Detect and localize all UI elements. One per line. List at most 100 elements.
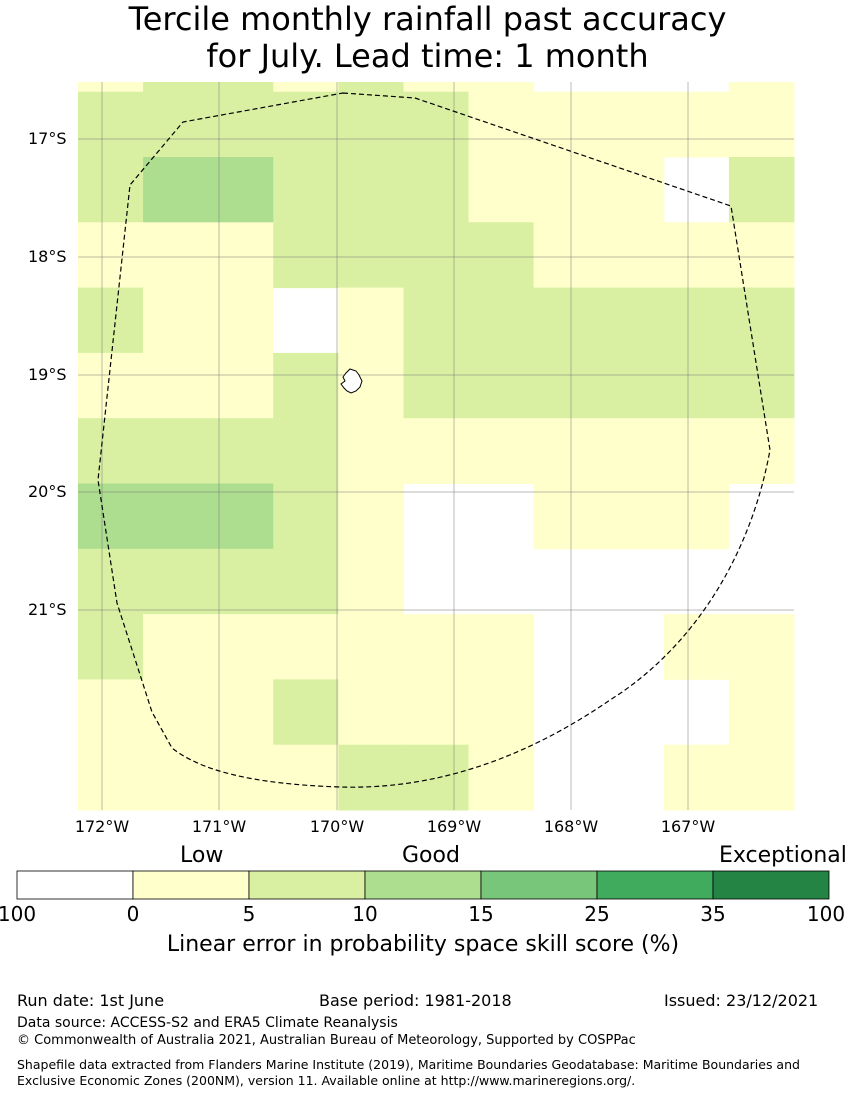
grid-cell [208, 287, 274, 354]
grid-cell [403, 287, 470, 354]
grid-cell [338, 483, 404, 550]
grid-cell [338, 82, 404, 93]
lon-label-169w: 169°W [426, 817, 482, 836]
grid-cell [468, 614, 535, 680]
grid-cell [468, 352, 535, 419]
grid-cell [728, 82, 795, 93]
grid-cell [273, 548, 339, 615]
grid-cell [143, 679, 209, 746]
grid-cell [468, 222, 535, 289]
shapefile-credit: Shapefile data extracted from Flanders M… [17, 1057, 800, 1088]
grid-cell [468, 287, 535, 354]
grid-cell [468, 679, 535, 746]
chart-title-line-1: Tercile monthly rainfall past accuracy [128, 0, 727, 38]
grid-cell [403, 82, 470, 93]
grid-cell [273, 744, 339, 811]
grid-cell [78, 222, 144, 289]
grid-cell [143, 82, 209, 93]
colorbar-tick: 100 [0, 902, 37, 926]
grid-cell [143, 287, 209, 354]
grid-cell [338, 744, 404, 811]
grid-cell [598, 483, 665, 550]
grid-cell [663, 744, 730, 811]
grid-cell [208, 679, 274, 746]
grid-cell [338, 548, 404, 615]
colorbar-tick: 0 [126, 902, 140, 926]
grid-cell [208, 744, 274, 811]
colorbar-swatch [596, 870, 714, 900]
grid-cell [533, 352, 600, 419]
grid-cell [533, 483, 600, 550]
colorbar-swatch [364, 870, 482, 900]
grid-cell [338, 679, 404, 746]
grid-cell [728, 352, 795, 419]
grid-cell [78, 483, 144, 550]
copyright: © Commonwealth of Australia 2021, Austra… [17, 1033, 636, 1048]
colorbar-tick: 35 [700, 902, 726, 926]
grid-cell [78, 548, 144, 615]
grid-cell [598, 287, 665, 354]
grid-cell [273, 679, 339, 746]
grid-cell [143, 352, 209, 419]
grid-cell [533, 222, 600, 289]
lon-label-167w: 167°W [660, 817, 716, 836]
grid-cell [468, 418, 535, 484]
grid-cell [468, 82, 535, 93]
grid-cell [143, 483, 209, 550]
grid-cell [663, 91, 730, 158]
grid-cell [403, 418, 470, 484]
grid-cell [208, 82, 274, 93]
grid-cell [598, 418, 665, 484]
grid-cell [78, 91, 144, 158]
lat-label-20s: 20°S [28, 482, 67, 501]
grid-cell [728, 157, 795, 223]
grid-cell [728, 222, 795, 289]
grid-cell [208, 352, 274, 419]
issued-date: Issued: 23/12/2021 [664, 991, 819, 1010]
skill-grid [78, 82, 795, 811]
grid-cell [78, 614, 144, 680]
data-source: Data source: ACCESS-S2 and ERA5 Climate … [17, 1015, 398, 1031]
grid-cell [338, 222, 404, 289]
chart-title-line-2: for July. Lead time: 1 month [206, 37, 649, 75]
grid-cell [208, 157, 274, 223]
grid-cell [533, 418, 600, 484]
grid-cell [143, 418, 209, 484]
grid-cell [273, 82, 339, 93]
grid-cell [143, 548, 209, 615]
grid-cell [143, 91, 209, 158]
grid-cell [403, 157, 470, 223]
grid-cell [338, 287, 404, 354]
grid-cell [273, 418, 339, 484]
grid-cell [78, 157, 144, 223]
grid-cell [728, 418, 795, 484]
grid-cell [403, 679, 470, 746]
colorbar-tick: 5 [242, 902, 256, 926]
colorbar-swatch [132, 870, 250, 900]
grid-cell [598, 157, 665, 223]
grid-cell [78, 287, 144, 354]
colorbar-tick: 100 [806, 902, 846, 926]
grid-cell [208, 548, 274, 615]
grid-cell [208, 614, 274, 680]
grid-cell [338, 91, 404, 158]
grid-cell [273, 222, 339, 289]
grid-cell [78, 418, 144, 484]
colorbar-swatch [712, 870, 830, 900]
grid-cell [403, 91, 470, 158]
grid-cell [273, 483, 339, 550]
grid-cell [78, 679, 144, 746]
grid-cell [663, 352, 730, 419]
island-outline [340, 368, 363, 394]
grid-cell [208, 483, 274, 550]
category-exceptional: Exceptional [719, 843, 847, 868]
graticule [78, 82, 794, 810]
colorbar-title: Linear error in probability space skill … [166, 932, 680, 957]
grid-cell [273, 352, 339, 419]
grid-cell [533, 287, 600, 354]
grid-cell [663, 418, 730, 484]
grid-cell [728, 614, 795, 680]
lon-label-172w: 172°W [74, 817, 130, 836]
grid-cell [143, 614, 209, 680]
